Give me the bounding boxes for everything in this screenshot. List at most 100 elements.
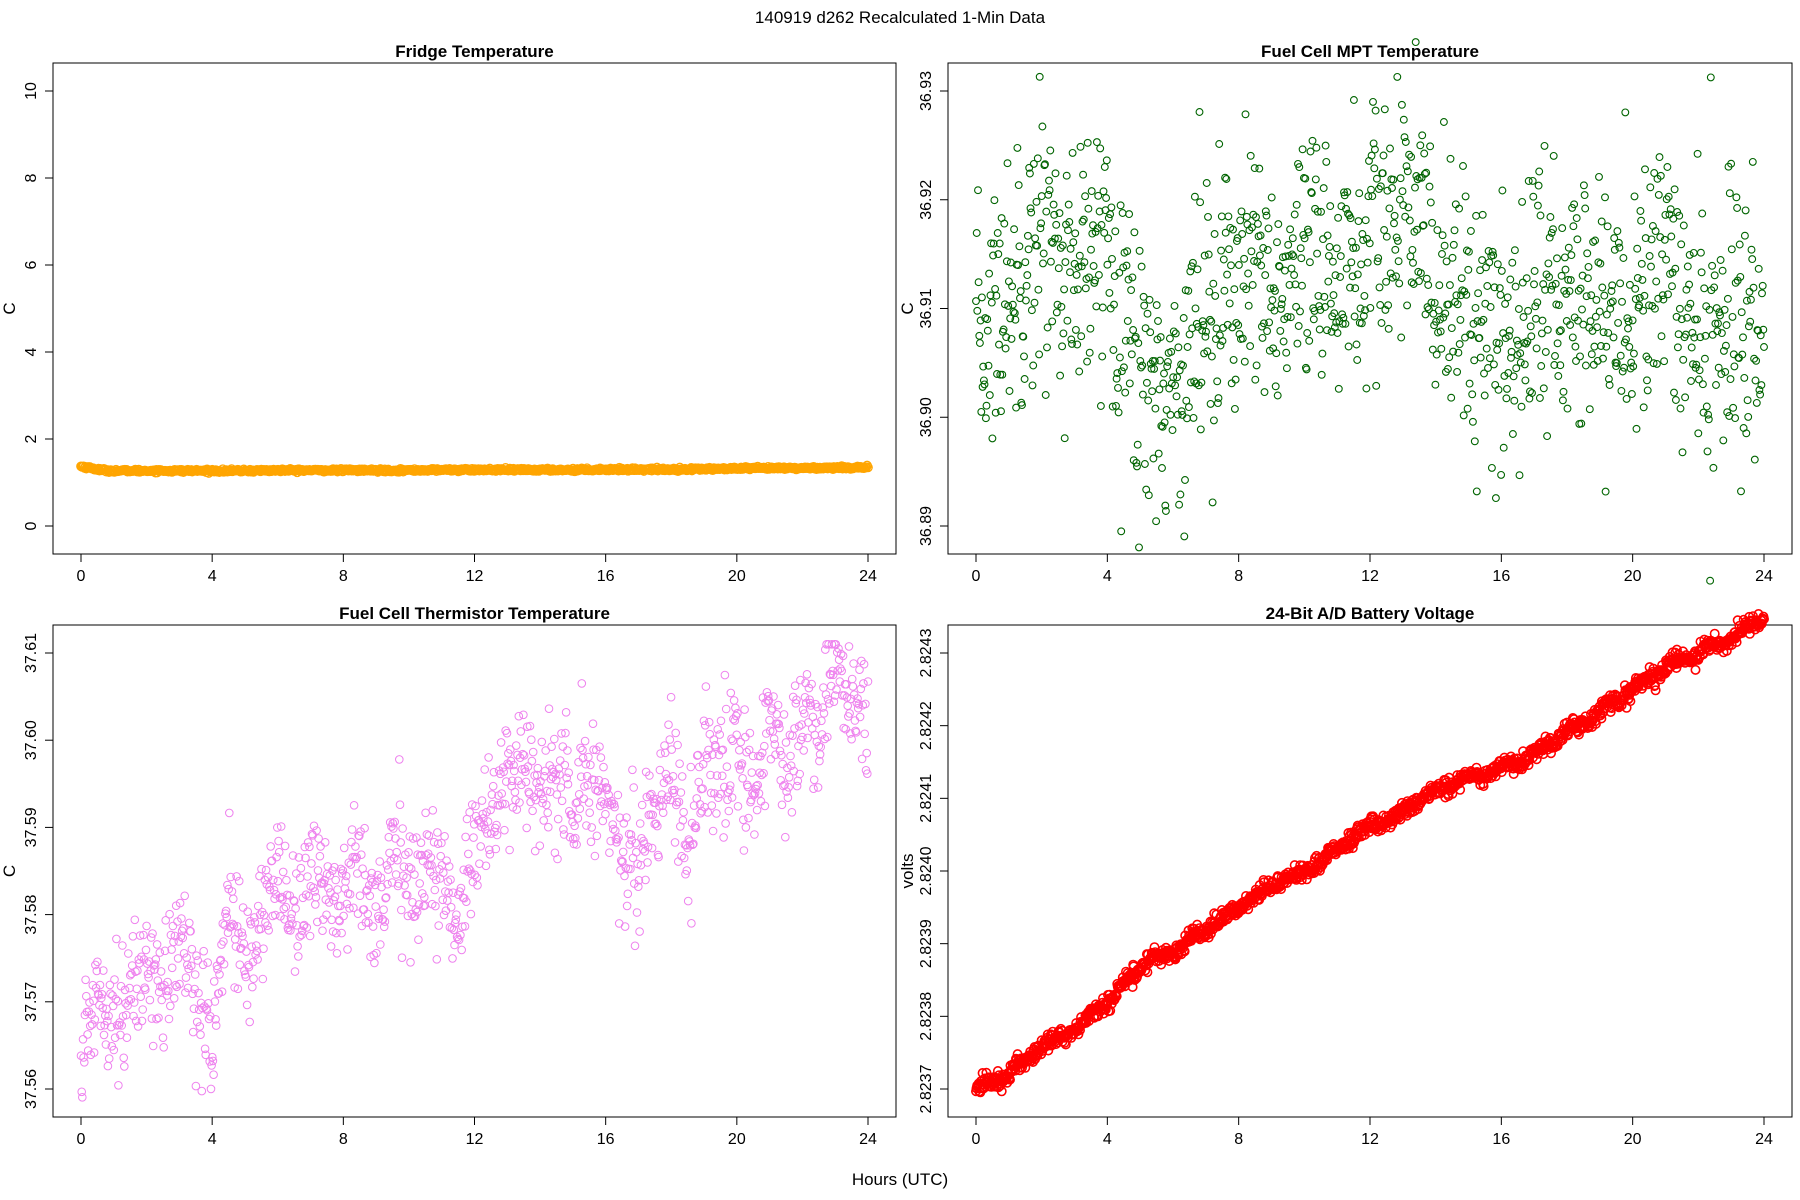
data-point [587, 823, 597, 832]
data-point [645, 771, 654, 780]
data-point [1372, 381, 1381, 390]
data-point [1148, 387, 1157, 396]
data-point [1058, 342, 1067, 351]
x-tick-label: 0 [77, 568, 86, 585]
data-point [813, 702, 822, 712]
data-point [1246, 151, 1255, 160]
data-point [1240, 357, 1249, 366]
data-point [1434, 306, 1443, 315]
data-point [1102, 156, 1111, 165]
data-point [1587, 291, 1596, 300]
data-point [1694, 429, 1703, 438]
data-point [794, 722, 804, 731]
data-point [1553, 339, 1562, 348]
data-point [1578, 305, 1586, 314]
data-point [582, 821, 591, 830]
data-point [250, 913, 259, 922]
data-point [99, 1030, 109, 1040]
data-point [1106, 210, 1115, 219]
data-point [1420, 149, 1429, 158]
data-point [846, 729, 855, 738]
data-point [1038, 122, 1047, 131]
data-point [456, 883, 466, 893]
data-point [811, 699, 820, 709]
data-point [1206, 315, 1214, 324]
data-point [1276, 304, 1285, 313]
data-point [1673, 343, 1682, 352]
data-point [1756, 618, 1767, 629]
data-point [78, 1093, 87, 1102]
data-point [261, 865, 271, 875]
data-point [446, 902, 456, 912]
data-point [760, 801, 770, 811]
data-point [1144, 396, 1153, 405]
data-point [1740, 231, 1749, 240]
data-point [509, 766, 519, 776]
data-point [1140, 301, 1149, 310]
data-point [1296, 244, 1305, 253]
data-point [98, 1003, 107, 1013]
data-point [1050, 234, 1059, 243]
data-point [1022, 281, 1031, 290]
data-point [1625, 280, 1634, 289]
data-point [234, 876, 244, 886]
data-point [109, 1045, 119, 1055]
data-point [1167, 347, 1176, 356]
data-point [1714, 319, 1722, 328]
data-point [1605, 381, 1614, 389]
data-point [444, 862, 454, 871]
data-point [1723, 294, 1732, 303]
data-point [1376, 301, 1385, 309]
data-point [169, 994, 179, 1003]
data-point [1547, 285, 1556, 294]
data-point [1132, 458, 1141, 467]
data-point [1081, 192, 1090, 201]
data-point [1522, 274, 1531, 283]
data-point [1469, 319, 1478, 328]
data-point [1607, 287, 1616, 295]
data-point [1188, 324, 1197, 333]
y-tick-label: 8 [23, 173, 40, 182]
data-point [355, 831, 364, 841]
data-point [85, 998, 94, 1007]
x-tick-label: 0 [972, 568, 981, 585]
data-point [973, 306, 982, 315]
data-point [1359, 311, 1368, 320]
data-point [1284, 240, 1293, 249]
data-point [1261, 271, 1270, 280]
data-point [1217, 212, 1226, 221]
data-point [1310, 306, 1319, 315]
data-point [1580, 191, 1589, 200]
data-point [539, 816, 549, 825]
data-point [1630, 192, 1639, 201]
data-point [1613, 227, 1622, 236]
data-point [682, 866, 692, 875]
data-point [623, 889, 633, 899]
data-point [119, 1053, 128, 1063]
data-point [1140, 460, 1149, 468]
data-point [1035, 72, 1044, 81]
data-point [87, 1020, 97, 1029]
data-point [1275, 262, 1284, 271]
data-point [1697, 268, 1706, 277]
data-point [1244, 301, 1253, 310]
data-point [208, 1052, 217, 1062]
data-point [724, 806, 734, 816]
data-point [605, 848, 614, 858]
data-point [1570, 200, 1579, 209]
series-points [76, 460, 873, 478]
data-point [851, 726, 860, 736]
data-point [1361, 306, 1370, 315]
data-point [1083, 138, 1092, 147]
data-point [1372, 174, 1381, 183]
data-point [998, 370, 1007, 379]
data-point [1475, 334, 1484, 342]
data-point [1494, 385, 1503, 394]
data-point [504, 760, 514, 770]
data-point [1748, 157, 1757, 166]
data-point [1155, 385, 1164, 394]
data-point [269, 885, 279, 895]
data-point [311, 892, 321, 902]
data-point [1404, 203, 1413, 212]
data-point [608, 820, 618, 829]
